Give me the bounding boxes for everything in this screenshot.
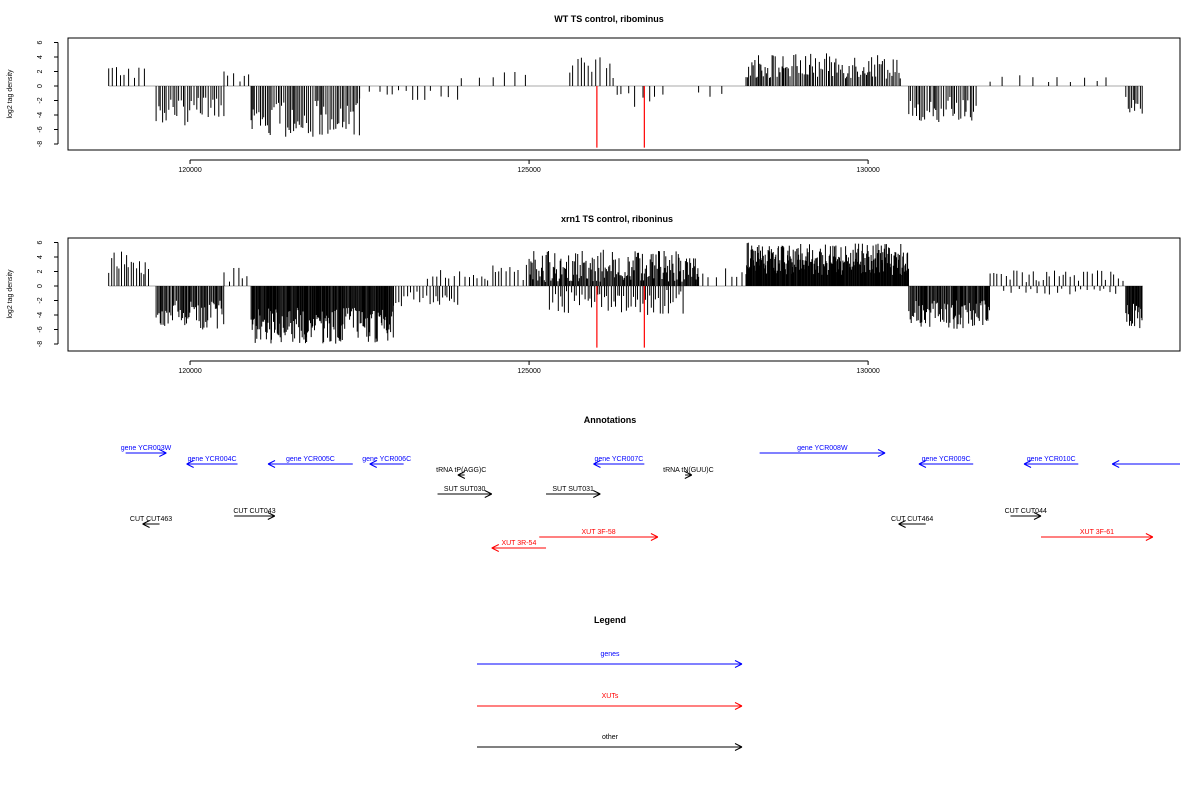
y-axis-wt: -8 -6 -4 -2 0 2 4 6 xyxy=(37,40,59,147)
annotation-arrow xyxy=(1010,512,1042,520)
annotation-label: gene YCR003W xyxy=(121,445,172,452)
annotation-label: CUT CUT043 xyxy=(233,508,275,515)
annotation-arrow xyxy=(546,490,601,498)
y-tick-label: -8 xyxy=(37,141,44,147)
annotation-arrow xyxy=(684,471,693,479)
y-tick-label: -8 xyxy=(37,341,44,347)
x-tick-label: 130000 xyxy=(856,368,879,375)
annotation-label: gene YCR008W xyxy=(797,445,848,452)
panel-xrn1: xrn1 TS control, riboninus -8-6-4-20246 … xyxy=(7,214,1181,375)
y-tick-label: 6 xyxy=(37,240,44,244)
y-tick-label: -6 xyxy=(37,326,44,332)
y-tick-label: 2 xyxy=(37,69,44,73)
y-axis-xrn1: -8 -6 -4 -2 0 2 4 6 xyxy=(37,240,59,347)
legend-label: genes xyxy=(600,651,620,658)
annotation-label: SUT SUT031 xyxy=(552,486,594,493)
annotation-label: gene YCR007C xyxy=(594,456,643,463)
x-tick-label: 125000 xyxy=(517,368,540,375)
annotation-arrow xyxy=(1041,533,1154,541)
annotation-tracks: gene YCR003W gene YCR004C gene YCR005C gene… xyxy=(121,445,1180,552)
plot-frame-wt xyxy=(67,37,1181,151)
bars-xrn1 xyxy=(108,242,1143,344)
annotation-arrow xyxy=(1111,460,1180,468)
annotation-label: gene YCR005C xyxy=(286,456,335,463)
annotation-label: tRNA tP(AGG)C xyxy=(436,467,486,474)
x-axis-wt: 120000 125000 130000 xyxy=(178,159,880,174)
x-tick-label: 125000 xyxy=(517,167,540,174)
annotation-arrow xyxy=(142,520,160,528)
annotation-arrow xyxy=(593,460,645,468)
annotation-arrow xyxy=(1023,460,1079,468)
y-tick-label: 4 xyxy=(37,55,44,59)
annotation-label: XUT 3R-54 xyxy=(501,540,536,547)
annotation-label: XUT 3F-58 xyxy=(582,529,616,536)
markers-xrn1 xyxy=(596,286,645,348)
plot-frame-xrn1 xyxy=(67,237,1181,352)
y-tick-label: -4 xyxy=(37,112,44,118)
annotation-arrow xyxy=(369,460,404,468)
legend-arrow xyxy=(477,743,743,751)
x-tick-label: 120000 xyxy=(178,167,201,174)
annotation-arrow xyxy=(491,544,547,552)
annotation-label: gene YCR010C xyxy=(1027,456,1076,463)
legend-label: XUTs xyxy=(602,693,619,700)
annotation-arrow xyxy=(437,490,493,498)
y-tick-label: 2 xyxy=(37,269,44,273)
annotation-arrow xyxy=(125,449,167,457)
y-tick-label: -4 xyxy=(37,312,44,318)
y-tick-label: -6 xyxy=(37,126,44,132)
annotation-label: CUT CUT463 xyxy=(130,516,172,523)
legend-items: genes XUTs other xyxy=(477,651,743,751)
legend-label: other xyxy=(602,734,619,741)
y-tick-label: -2 xyxy=(37,297,44,303)
annotation-label: gene YCR009C xyxy=(922,456,971,463)
annotation-label: SUT SUT030 xyxy=(444,486,486,493)
annotation-label: CUT CUT044 xyxy=(1005,508,1047,515)
y-axis-label-xrn1: log2 tag density xyxy=(7,269,14,319)
markers-wt xyxy=(596,86,645,148)
annotation-arrow xyxy=(234,512,276,520)
x-axis-xrn1: 120000 125000 130000 xyxy=(178,360,880,375)
panel-title-xrn1: xrn1 TS control, riboninus xyxy=(561,214,673,224)
annotation-label: XUT 3F-61 xyxy=(1080,529,1114,536)
legend-arrow xyxy=(477,660,743,668)
x-tick-label: 120000 xyxy=(178,368,201,375)
annotation-arrow xyxy=(898,520,926,528)
annotation-label: CUT CUT464 xyxy=(891,516,933,523)
y-tick-label: 6 xyxy=(37,40,44,44)
annotation-label: tRNA tN(GUU)C xyxy=(663,467,714,474)
annotation-arrow xyxy=(759,449,886,457)
panel-wt: WT TS control, ribominus -8 -6 -4 -2 0 2 4 6 12… xyxy=(7,14,1181,174)
panel-title-wt: WT TS control, ribominus xyxy=(554,14,664,24)
annotation-label: gene YCR004C xyxy=(188,456,237,463)
legend-panel: Legend genes XUTs other xyxy=(477,615,743,751)
annotation-arrow xyxy=(918,460,974,468)
y-axis-label-wt: log2 tag density xyxy=(7,69,14,119)
annotations-title: Annotations xyxy=(584,415,637,425)
x-tick-label: 130000 xyxy=(856,167,879,174)
annotation-arrow xyxy=(267,460,353,468)
annotation-arrow xyxy=(186,460,238,468)
y-tick-label: -2 xyxy=(37,97,44,103)
annotation-arrow xyxy=(539,533,659,541)
y-tick-label: 0 xyxy=(37,284,44,288)
legend-arrow xyxy=(477,702,743,710)
bars-wt xyxy=(108,53,1143,137)
y-tick-label: 4 xyxy=(37,255,44,259)
legend-title: Legend xyxy=(594,615,626,625)
annotation-arrow xyxy=(457,471,466,479)
y-tick-label: 0 xyxy=(37,84,44,88)
annotation-label: gene YCR006C xyxy=(362,456,411,463)
